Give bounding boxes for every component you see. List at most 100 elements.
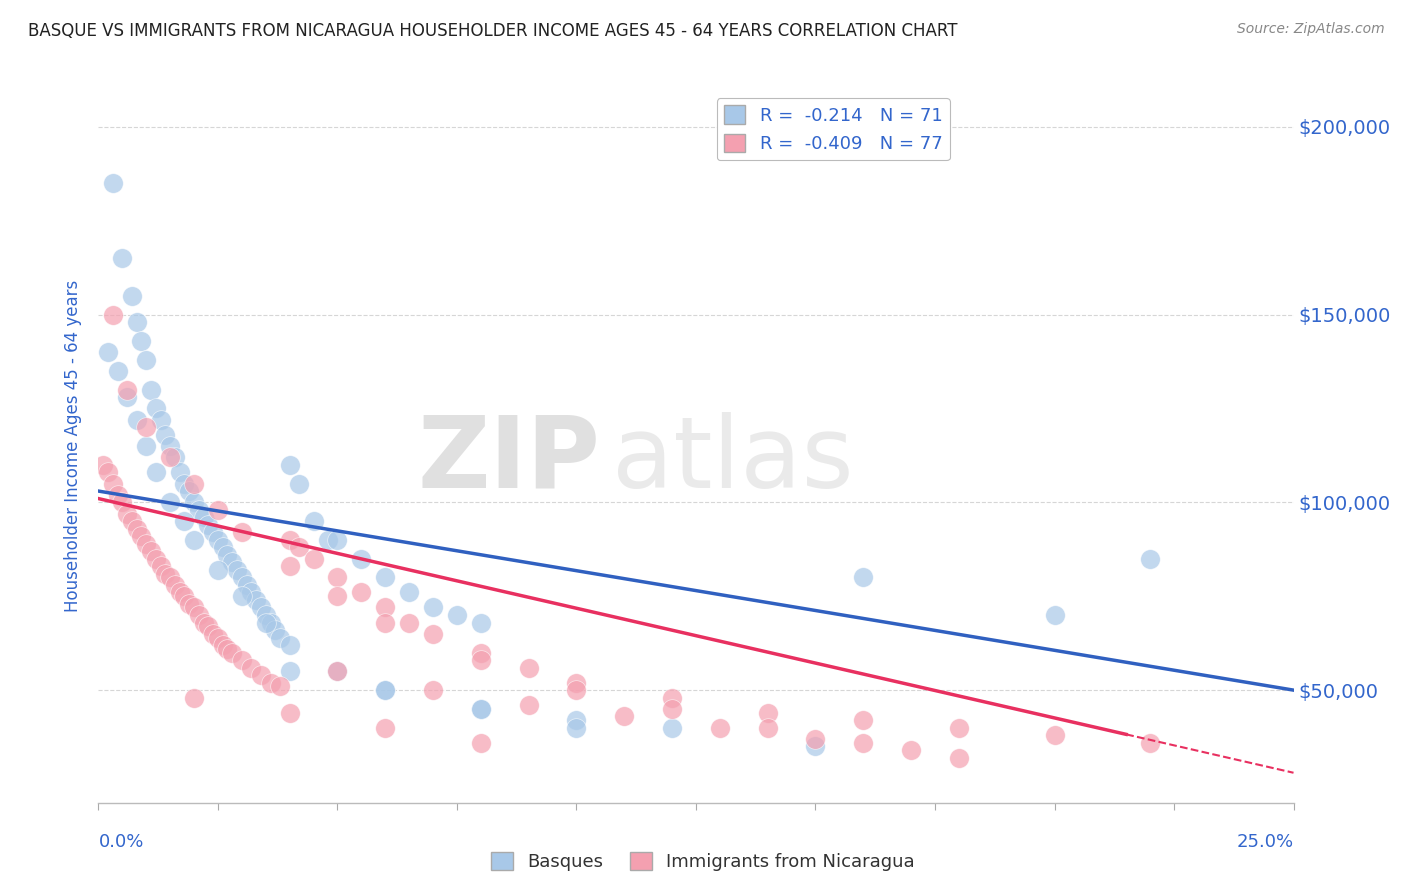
Point <box>852 713 875 727</box>
Point <box>1139 551 1161 566</box>
Point <box>422 627 444 641</box>
Point <box>288 476 311 491</box>
Point <box>135 439 157 453</box>
Point <box>804 739 827 754</box>
Point <box>179 484 201 499</box>
Point <box>145 401 167 416</box>
Legend: Basques, Immigrants from Nicaragua: Basques, Immigrants from Nicaragua <box>484 845 922 879</box>
Point <box>115 507 138 521</box>
Point <box>350 585 373 599</box>
Point <box>207 631 229 645</box>
Point <box>115 390 138 404</box>
Point <box>159 495 181 509</box>
Point <box>159 450 181 465</box>
Point <box>101 308 124 322</box>
Point <box>211 638 233 652</box>
Point <box>173 476 195 491</box>
Point <box>326 665 349 679</box>
Point <box>269 631 291 645</box>
Point <box>278 638 301 652</box>
Point <box>302 551 325 566</box>
Point <box>207 503 229 517</box>
Point <box>202 525 225 540</box>
Point <box>288 541 311 555</box>
Text: Source: ZipAtlas.com: Source: ZipAtlas.com <box>1237 22 1385 37</box>
Point <box>139 544 162 558</box>
Point <box>398 585 420 599</box>
Point <box>173 514 195 528</box>
Point <box>316 533 339 547</box>
Point <box>470 615 492 630</box>
Point <box>159 439 181 453</box>
Point <box>470 702 492 716</box>
Point <box>565 683 588 698</box>
Point <box>1043 607 1066 622</box>
Point <box>326 589 349 603</box>
Point <box>169 465 191 479</box>
Point <box>259 675 281 690</box>
Point <box>398 615 420 630</box>
Point <box>111 251 134 265</box>
Point <box>163 450 186 465</box>
Point <box>240 660 263 674</box>
Point <box>517 698 540 713</box>
Point <box>245 593 267 607</box>
Point <box>231 525 253 540</box>
Point <box>613 709 636 723</box>
Point <box>278 533 301 547</box>
Point <box>155 427 177 442</box>
Point <box>183 690 205 705</box>
Text: BASQUE VS IMMIGRANTS FROM NICARAGUA HOUSEHOLDER INCOME AGES 45 - 64 YEARS CORREL: BASQUE VS IMMIGRANTS FROM NICARAGUA HOUS… <box>28 22 957 40</box>
Point <box>350 551 373 566</box>
Point <box>565 713 588 727</box>
Y-axis label: Householder Income Ages 45 - 64 years: Householder Income Ages 45 - 64 years <box>63 280 82 612</box>
Point <box>131 529 153 543</box>
Point <box>207 563 229 577</box>
Point <box>221 646 243 660</box>
Point <box>155 566 177 581</box>
Point <box>470 653 492 667</box>
Point <box>264 623 287 637</box>
Point <box>145 551 167 566</box>
Point <box>107 364 129 378</box>
Point <box>197 619 219 633</box>
Point <box>91 458 114 472</box>
Point <box>107 488 129 502</box>
Point <box>565 675 588 690</box>
Point <box>240 585 263 599</box>
Point <box>250 600 273 615</box>
Point <box>852 736 875 750</box>
Legend: R =  -0.214   N = 71, R =  -0.409   N = 77: R = -0.214 N = 71, R = -0.409 N = 77 <box>717 98 950 161</box>
Point <box>269 679 291 693</box>
Point <box>197 517 219 532</box>
Point <box>183 476 205 491</box>
Point <box>326 533 349 547</box>
Point <box>135 536 157 550</box>
Point <box>250 668 273 682</box>
Point <box>111 495 134 509</box>
Point <box>446 607 468 622</box>
Point <box>374 615 396 630</box>
Point <box>374 721 396 735</box>
Point <box>145 465 167 479</box>
Point <box>221 556 243 570</box>
Text: ZIP: ZIP <box>418 412 600 508</box>
Point <box>183 495 205 509</box>
Point <box>226 563 249 577</box>
Point <box>163 578 186 592</box>
Point <box>207 533 229 547</box>
Point <box>278 559 301 574</box>
Point <box>302 514 325 528</box>
Point <box>231 653 253 667</box>
Point <box>173 589 195 603</box>
Point <box>183 600 205 615</box>
Point <box>125 315 148 329</box>
Point <box>187 503 209 517</box>
Point <box>254 615 277 630</box>
Point <box>193 615 215 630</box>
Point <box>97 345 120 359</box>
Point <box>278 706 301 720</box>
Point <box>259 615 281 630</box>
Point <box>121 289 143 303</box>
Point <box>326 665 349 679</box>
